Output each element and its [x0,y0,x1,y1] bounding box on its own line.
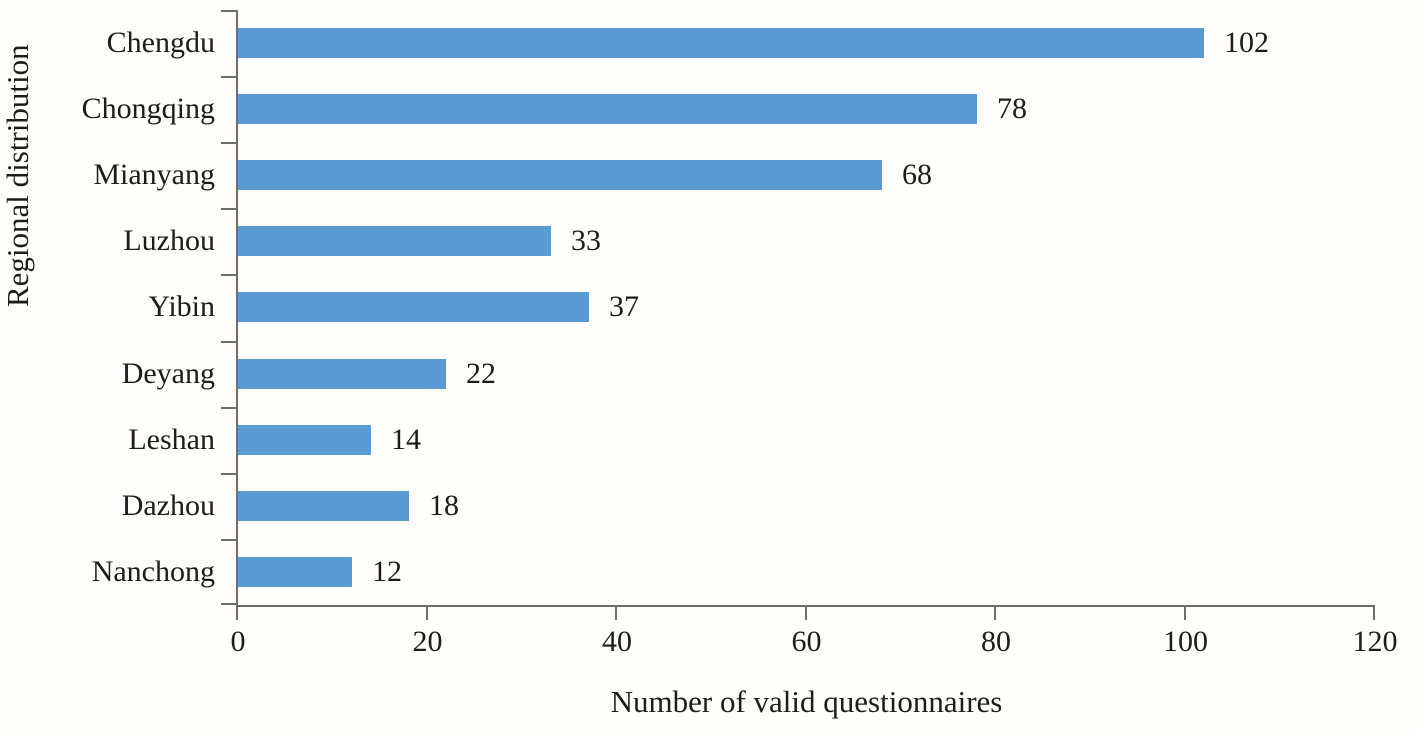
y-axis-tick [221,76,236,78]
x-axis-tick [1373,605,1375,620]
x-axis-tick [425,605,428,620]
x-axis-tick-label: 60 [791,625,822,658]
category-label: Nanchong [91,554,215,588]
x-axis-tick-label: 40 [602,625,632,658]
category-label: Chengdu [106,26,215,59]
y-axis-tick [221,208,236,210]
bar-luzhou [238,226,551,257]
bar-row: 18 [238,473,1375,539]
bar-nanchong [238,556,352,587]
bar-value-label: 14 [391,422,421,456]
x-axis-tick-label: 80 [981,625,1011,658]
bar-value-label: 102 [1224,26,1269,60]
x-axis-tick [615,605,617,620]
y-axis-tick [221,407,236,409]
bar-row: 22 [238,341,1375,407]
bar-row: 37 [238,274,1375,340]
plot-area: 102 78 68 33 37 22 14 18 12 [221,10,1375,607]
y-axis-tick [221,473,236,475]
bar-mianyang [238,160,882,191]
bar-deyang [238,358,446,389]
bar-value-label: 18 [429,488,459,522]
x-axis-tick-label: 20 [412,625,443,658]
bar-row: 33 [238,208,1375,274]
bar-chengdu [238,28,1204,59]
category-label: Leshan [128,422,215,456]
bar-value-label: 37 [609,290,639,324]
bar-value-label: 33 [571,224,601,258]
x-axis-tick-label: 120 [1352,625,1398,658]
x-axis-tick [1183,605,1186,620]
y-axis-tick [221,603,236,605]
bar-leshan [238,424,371,455]
x-axis-tick [236,605,238,620]
bar-row: 78 [238,76,1375,142]
y-axis-line [236,10,238,605]
bar-value-label: 68 [902,158,932,192]
category-label: Mianyang [93,158,215,192]
x-axis-tick-label: 0 [230,625,246,658]
y-axis-tick [221,539,236,541]
y-axis-tick [221,341,236,343]
category-label: Dazhou [121,488,215,522]
y-axis-tick [221,274,236,276]
bar-row: 68 [238,142,1375,208]
y-axis-tick [221,10,236,12]
category-label: Deyang [121,356,215,390]
bar-chongqing [238,94,977,125]
bar-value-label: 78 [997,92,1027,126]
x-axis-tick [804,605,807,620]
bar-dazhou [238,490,409,521]
bar-row: 102 [238,10,1375,76]
bar-value-label: 22 [466,356,496,390]
category-label: Chongqing [81,92,215,126]
x-axis-title: Number of valid questionnaires [610,684,1003,719]
x-axis-tick-label: 100 [1163,625,1208,658]
bar-value-label: 12 [372,554,402,588]
bar-row: 12 [238,539,1375,605]
bar-row: 14 [238,407,1375,473]
x-axis-tick [994,605,996,620]
y-axis-tick [221,142,236,144]
category-label: Yibin [148,290,215,324]
category-label: Luzhou [123,224,215,258]
bar-yibin [238,292,589,323]
